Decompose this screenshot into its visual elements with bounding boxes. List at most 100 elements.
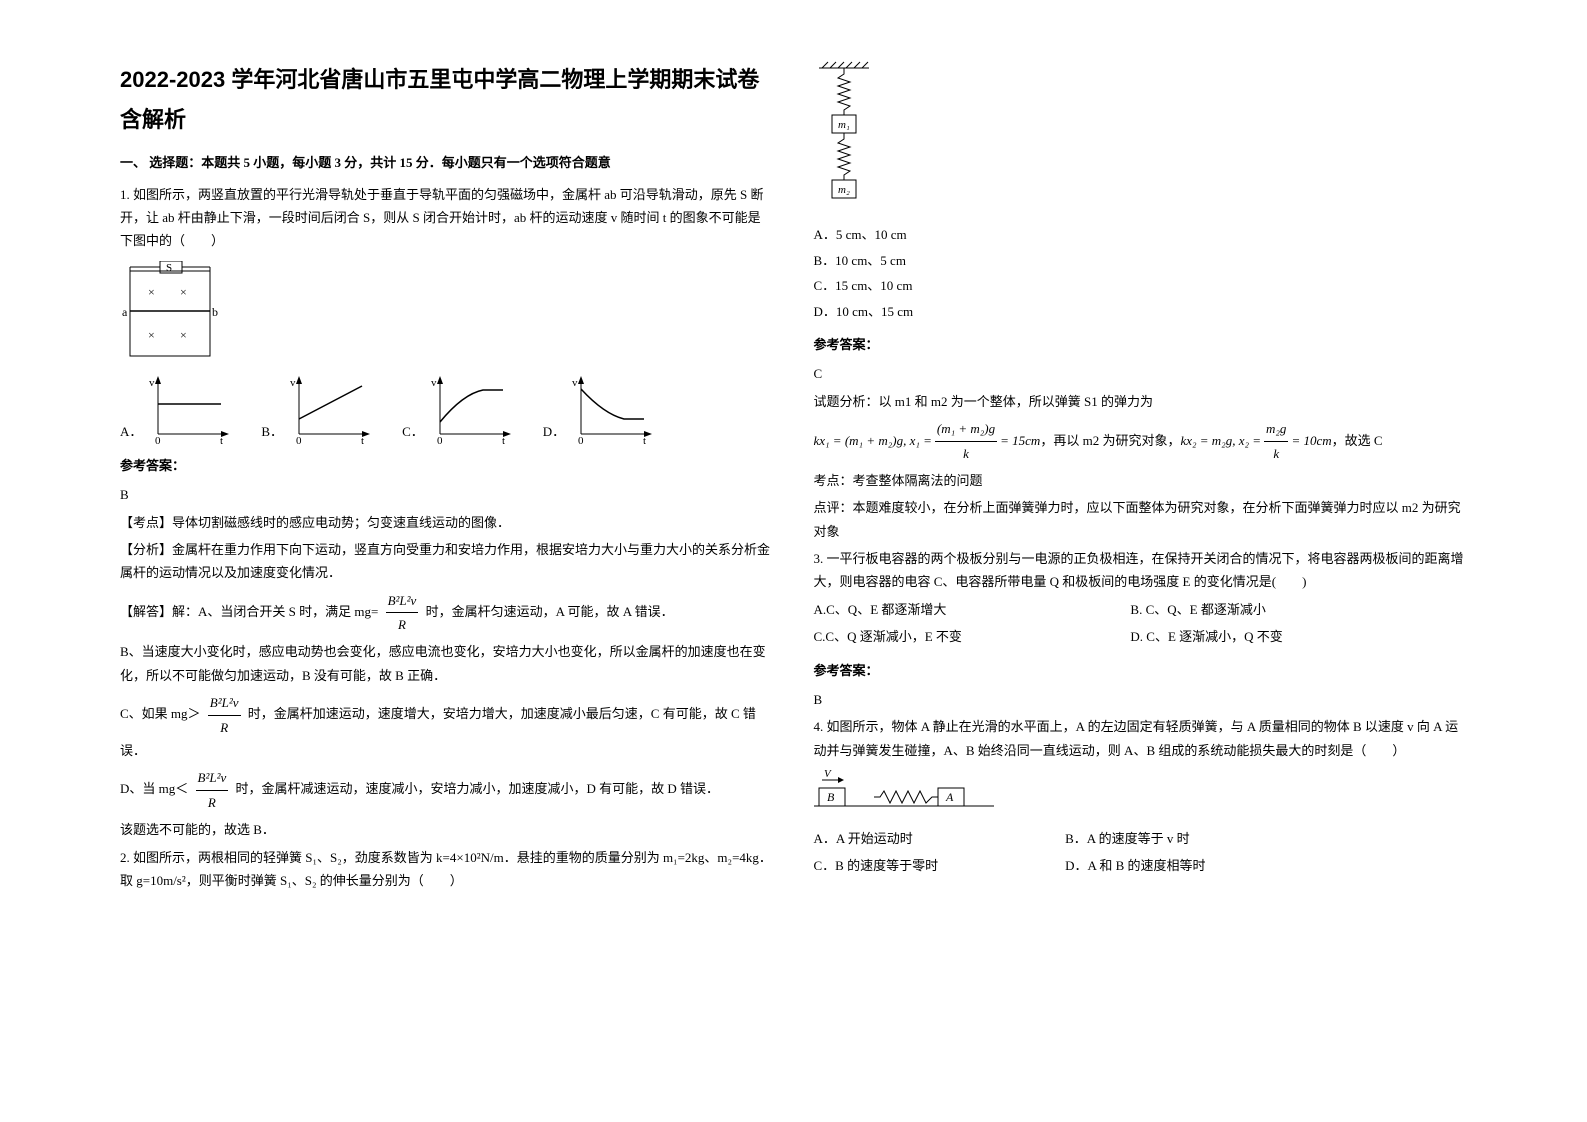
graph-b-icon: v 0 t — [287, 374, 372, 444]
left-column: 2022-2023 学年河北省唐山市五里屯中学高二物理上学期期末试卷含解析 一、… — [100, 60, 794, 1082]
right-column: m₁ m₂ A．5 cm、10 cm B．10 cm、5 cm C．15 cm、… — [794, 60, 1488, 1082]
svg-text:B: B — [827, 790, 835, 804]
svg-text:×: × — [148, 328, 155, 342]
frac-bot-a: R — [386, 613, 419, 636]
frac-bot-d: R — [196, 791, 229, 814]
eq-r-prefix: kx₂ = m₂g, x₂ = — [1180, 429, 1261, 452]
frac-bot-c: R — [208, 716, 241, 739]
q3-answer: B — [814, 688, 1468, 711]
q1-graphs-row: A． v 0 t B． — [120, 374, 774, 444]
q1-option-b: B． v 0 t — [261, 374, 372, 444]
q1-explain-d: D、当 mg＜ B²L²v R 时，金属杆减速运动，速度减小，安培力减小，加速度… — [120, 766, 774, 814]
q2-analysis-1: 试题分析：以 m1 和 m2 为一个整体，所以弹簧 S1 的弹力为 — [814, 390, 1468, 413]
q2-opt-d: D．10 cm、15 cm — [814, 300, 1468, 323]
q4-stem: 4. 如图所示，物体 A 静止在光滑的水平面上，A 的左边固定有轻质弹簧，与 A… — [814, 715, 1468, 762]
q1-explain-b: B、当速度大小变化时，感应电动势也会变化，感应电流也变化，安培力大小也变化，所以… — [120, 640, 774, 687]
q1-explain-c: C、如果 mg＞ B²L²v R 时，金属杆加速运动，速度增大，安培力增大，加速… — [120, 691, 774, 762]
svg-text:×: × — [148, 285, 155, 299]
svg-text:v: v — [572, 377, 578, 389]
eq-r-top: m₂g — [1264, 417, 1288, 441]
q1-ja1: 【解答】解：A、当闭合开关 S 时，满足 mg= — [120, 604, 378, 619]
q1-explain-end: 该题选不可能的，故选 B． — [120, 818, 774, 841]
q1-answer-heading: 参考答案： — [120, 454, 774, 477]
svg-text:V: V — [824, 768, 832, 780]
q2-stem: 2. 如图所示，两根相同的轻弹簧 S₁、S₂，劲度系数皆为 k=4×10²N/m… — [120, 846, 774, 893]
svg-text:a: a — [122, 305, 128, 319]
svg-text:S: S — [166, 262, 172, 274]
q4-opt-a: A．A 开始运动时 — [814, 827, 1062, 850]
q4-block-diagram: B V A — [814, 768, 1468, 820]
q3-opt-a: A.C、Q、E 都逐渐增大 — [814, 598, 1128, 621]
q3-opt-c: C.C、Q 逐渐减小，E 不变 — [814, 625, 1128, 648]
q3-opts-row2: C.C、Q 逐渐减小，E 不变 D. C、E 逐渐减小，Q 不变 — [814, 625, 1468, 648]
frac-top-c: B²L²v — [208, 691, 241, 715]
q2-kaodian: 考点：考查整体隔离法的问题 — [814, 469, 1468, 492]
eq-r-bot: k — [1264, 442, 1288, 465]
q2-opt-b: B．10 cm、5 cm — [814, 249, 1468, 272]
q3-opt-d: D. C、E 逐渐减小，Q 不变 — [1130, 625, 1444, 648]
q3-stem: 3. 一平行板电容器的两个极板分别与一电源的正负极相连，在保持开关闭合的情况下，… — [814, 547, 1468, 594]
svg-text:0: 0 — [155, 435, 161, 444]
svg-text:0: 0 — [578, 435, 584, 444]
q2-opt-a: A．5 cm、10 cm — [814, 223, 1468, 246]
svg-text:m₂: m₂ — [838, 184, 850, 196]
q2-answer-heading: 参考答案： — [814, 333, 1468, 356]
q2-spring-diagram: m₁ m₂ — [814, 60, 1468, 217]
graph-a-icon: v 0 t — [146, 374, 231, 444]
frac-top-d: B²L²v — [196, 766, 229, 790]
q1-stem: 1. 如图所示，两竖直放置的平行光滑导轨处于垂直于导轨平面的匀强磁场中，金属杆 … — [120, 183, 774, 253]
eq-r-frac: m₂g k — [1264, 417, 1288, 465]
q4-opts-row1: A．A 开始运动时 B．A 的速度等于 v 时 — [814, 827, 1468, 850]
q2-opt-c: C．15 cm、10 cm — [814, 274, 1468, 297]
q1-option-d: D． v 0 t — [543, 374, 654, 444]
svg-text:b: b — [212, 305, 218, 319]
exam-page: 2022-2023 学年河北省唐山市五里屯中学高二物理上学期期末试卷含解析 一、… — [0, 0, 1587, 1122]
q1-jd2: 时，金属杆减速运动，速度减小，安培力减小，加速度减小，D 有可能，故 D 错误． — [236, 781, 720, 796]
q4-opt-b: B．A 的速度等于 v 时 — [1065, 827, 1190, 850]
q1-frac-a: B²L²v R — [386, 589, 419, 637]
q2-equation-line: kx₁ = (m₁ + m₂)g, x₁ = (m₁ + m₂)g k = 15… — [814, 417, 1468, 465]
svg-text:×: × — [180, 285, 187, 299]
q1-ja2: 时，金属杆匀速运动，A 可能，故 A 错误． — [426, 604, 674, 619]
eq-l-prefix: kx₁ = (m₁ + m₂)g, x₁ = — [814, 429, 932, 452]
q4-opt-c: C．B 的速度等于零时 — [814, 854, 1062, 877]
svg-text:v: v — [431, 377, 437, 389]
opt-c-label: C． — [402, 420, 424, 443]
svg-text:t: t — [361, 435, 364, 444]
q1-fenxi: 【分析】金属杆在重力作用下向下运动，竖直方向受重力和安培力作用，根据安培力大小与… — [120, 538, 774, 585]
svg-text:t: t — [220, 435, 223, 444]
svg-text:v: v — [149, 377, 155, 389]
q1-explain-a: 【解答】解：A、当闭合开关 S 时，满足 mg= B²L²v R 时，金属杆匀速… — [120, 589, 774, 637]
exam-title: 2022-2023 学年河北省唐山市五里屯中学高二物理上学期期末试卷含解析 — [120, 60, 774, 139]
q1-frac-d: B²L²v R — [196, 766, 229, 814]
q3-opt-b: B. C、Q、E 都逐渐减小 — [1130, 598, 1444, 621]
q3-answer-heading: 参考答案： — [814, 659, 1468, 682]
opt-a-label: A． — [120, 420, 142, 443]
section-1-heading: 一、 选择题：本题共 5 小题，每小题 3 分，共计 15 分．每小题只有一个选… — [120, 151, 774, 174]
eq-l-top: (m₁ + m₂)g — [935, 417, 997, 441]
eq-l-res: = 15cm — [1000, 429, 1040, 452]
q1-rail-diagram: a b S × × × × — [120, 261, 774, 366]
q1-kaodian: 【考点】导体切割磁感线时的感应电动势；匀变速直线运动的图像． — [120, 511, 774, 534]
eq-l-frac: (m₁ + m₂)g k — [935, 417, 997, 465]
q3-opts-row1: A.C、Q、E 都逐渐增大 B. C、Q、E 都逐渐减小 — [814, 598, 1468, 621]
svg-text:0: 0 — [296, 435, 302, 444]
svg-text:0: 0 — [437, 435, 443, 444]
q1-jd1: D、当 mg＜ — [120, 781, 188, 796]
q1-answer: B — [120, 483, 774, 506]
svg-text:A: A — [945, 790, 954, 804]
q1-option-c: C． v 0 t — [402, 374, 513, 444]
opt-b-label: B． — [261, 420, 283, 443]
svg-text:t: t — [502, 435, 505, 444]
eq-mid: ，再以 m2 为研究对象， — [1040, 429, 1180, 452]
q1-option-a: A． v 0 t — [120, 374, 231, 444]
frac-top-a: B²L²v — [386, 589, 419, 613]
opt-d-label: D． — [543, 420, 565, 443]
q1-frac-c: B²L²v R — [208, 691, 241, 739]
q2-answer: C — [814, 362, 1468, 385]
svg-text:v: v — [290, 377, 296, 389]
q4-opts-row2: C．B 的速度等于零时 D．A 和 B 的速度相等时 — [814, 854, 1468, 877]
q1-jc1: C、如果 mg＞ — [120, 706, 201, 721]
q4-opt-d: D．A 和 B 的速度相等时 — [1065, 854, 1205, 877]
eq-l-bot: k — [935, 442, 997, 465]
